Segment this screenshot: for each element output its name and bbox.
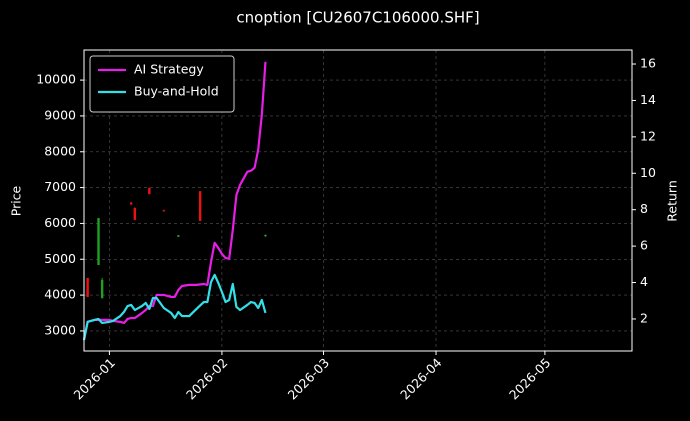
legend: AI Strategy Buy-and-Hold [89, 55, 235, 113]
y2-tick-label: 12 [640, 128, 656, 143]
candle-body [148, 187, 151, 195]
series-line [82, 273, 267, 341]
y-axis-label: Price [9, 185, 24, 216]
x-tick-label: 2026-03 [285, 355, 333, 403]
x-tick-label: 2026-02 [183, 355, 231, 403]
y-tick-label: 8000 [44, 143, 76, 158]
y2-tick-label: 4 [640, 274, 648, 289]
y-tick-label: 5000 [44, 251, 76, 266]
candle-body [162, 210, 166, 212]
candle-body [100, 280, 104, 298]
candle-body [97, 218, 100, 265]
y-tick-label: 9000 [44, 107, 76, 122]
chart-title: cnoption [CU2607C106000.SHF] [236, 9, 479, 27]
candle-body [86, 277, 89, 297]
series-line [82, 61, 267, 341]
y2-tick-label: 6 [640, 238, 648, 253]
candle-body [177, 235, 180, 237]
y2-axis-label: Return [665, 180, 680, 221]
x-tick-label: 2026-05 [506, 355, 554, 403]
y-tick-label: 10000 [36, 72, 76, 87]
candle-body [129, 202, 133, 205]
y-tick-label: 3000 [44, 322, 76, 337]
candle-body [133, 208, 137, 220]
candle-body [198, 191, 202, 221]
y2-tick-label: 14 [640, 92, 656, 107]
legend-label: Buy-and-Hold [134, 84, 219, 99]
y2-tick-label: 16 [640, 56, 656, 71]
y-tick-label: 4000 [44, 287, 76, 302]
y-tick-label: 7000 [44, 179, 76, 194]
x-tick-label: 2026-04 [397, 355, 445, 403]
y-tick-label: 6000 [44, 215, 76, 230]
y2-tick-label: 10 [640, 165, 656, 180]
y2-tick-label: 8 [640, 201, 648, 216]
x-tick-label: 2026-01 [70, 355, 118, 403]
y2-tick-label: 2 [640, 310, 648, 325]
plot-frame [83, 49, 633, 352]
legend-label: AI Strategy [134, 62, 204, 77]
candle-body [264, 234, 267, 237]
